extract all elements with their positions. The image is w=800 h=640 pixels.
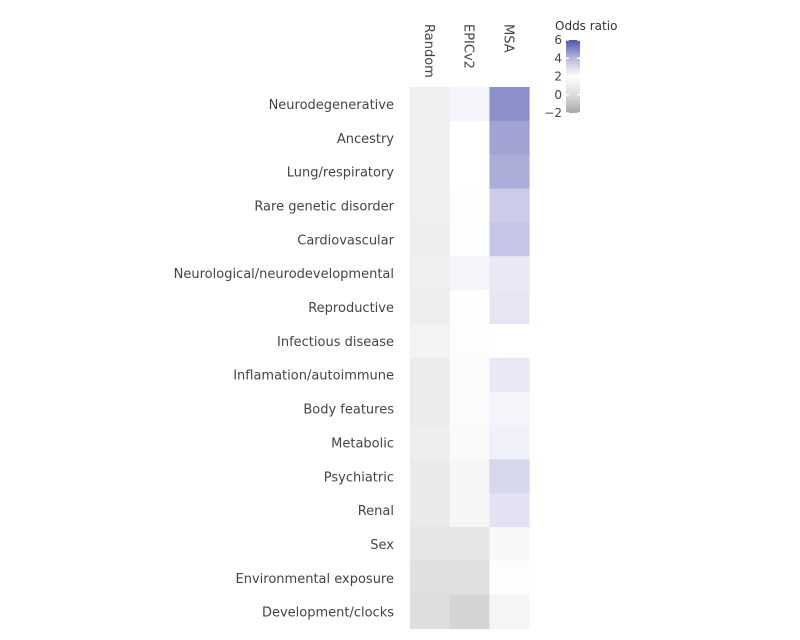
row-label: Cardiovascular: [297, 233, 394, 248]
heatmap-cell: [410, 594, 451, 630]
colorbar-tick-label: 2: [554, 70, 562, 84]
column-label: MSA: [500, 24, 515, 53]
row-label: Environmental exposure: [236, 572, 394, 587]
colorbar-tick-label: −2: [544, 106, 562, 120]
row-label: Body features: [303, 403, 394, 418]
row-label: Infectious disease: [277, 335, 394, 350]
heatmap-cell: [489, 391, 530, 426]
colorbar-tick-label: 4: [554, 51, 562, 65]
heatmap-cell: [410, 560, 451, 596]
heatmap-cell: [410, 188, 451, 223]
heatmap-cell: [410, 154, 451, 190]
heatmap-cell: [449, 256, 490, 291]
heatmap-cell: [410, 391, 451, 426]
column-label: Random: [421, 24, 436, 78]
heatmap-cell: [489, 188, 530, 223]
heatmap-cell: [489, 493, 530, 528]
heatmap-cell: [449, 560, 490, 596]
colorbar-tick-label: 6: [554, 33, 562, 47]
heatmap-cell: [489, 594, 530, 630]
heatmap-cell: [489, 357, 530, 393]
heatmap-cell: [489, 290, 530, 325]
heatmap-cell: [410, 527, 451, 562]
row-label: Ancestry: [337, 132, 394, 147]
heatmap-cell: [410, 493, 451, 528]
row-label: Development/clocks: [262, 606, 394, 621]
heatmap-cell: [449, 120, 490, 156]
heatmap-cell: [489, 222, 530, 257]
heatmap-cell: [449, 425, 490, 460]
heatmap-cell: [410, 256, 451, 291]
heatmap-cell: [489, 120, 530, 156]
heatmap-cell: [410, 222, 451, 257]
heatmap-cell: [449, 459, 490, 494]
heatmap-cell: [449, 391, 490, 426]
heatmap-cell: [489, 256, 530, 291]
heatmap-cell: [410, 459, 451, 494]
legend-title: Odds ratio: [555, 19, 617, 33]
heatmap-cell: [449, 87, 490, 122]
heatmap-cell: [489, 560, 530, 596]
row-label: Lung/respiratory: [287, 166, 395, 181]
heatmap-cell: [489, 459, 530, 494]
heatmap-cell: [410, 87, 451, 122]
row-label: Sex: [370, 538, 394, 553]
row-label: Inflamation/autoimmune: [233, 369, 394, 384]
heatmap-cell: [449, 290, 490, 325]
column-label: EPICv2: [461, 24, 476, 69]
row-label: Neurological/neurodevelopmental: [174, 267, 394, 282]
heatmap-cell: [449, 154, 490, 190]
heatmap-cell: [410, 357, 451, 393]
heatmap-cell: [489, 527, 530, 562]
heatmap-cell: [449, 222, 490, 257]
row-label: Metabolic: [331, 436, 394, 451]
heatmap-cell: [410, 323, 451, 359]
heatmap-cell: [449, 594, 490, 630]
row-label: Neurodegenerative: [269, 98, 394, 113]
row-label: Psychiatric: [324, 470, 394, 485]
heatmap-cell: [410, 425, 451, 460]
heatmap-cell: [410, 290, 451, 325]
heatmap-cell: [489, 154, 530, 190]
colorbar-tick-label: 0: [554, 88, 562, 102]
heatmap-cell: [489, 87, 530, 122]
row-label: Rare genetic disorder: [254, 199, 394, 214]
heatmap-cell: [410, 120, 451, 156]
colorbar: [566, 40, 580, 113]
row-label: Reproductive: [308, 301, 394, 316]
heatmap-cell: [449, 493, 490, 528]
heatmap-cell: [449, 188, 490, 223]
heatmap-cell: [449, 357, 490, 393]
heatmap-cell: [449, 323, 490, 359]
row-label: Renal: [358, 504, 394, 519]
heatmap-cell: [489, 323, 530, 359]
heatmap-cell: [489, 425, 530, 460]
heatmap-cell: [449, 527, 490, 562]
